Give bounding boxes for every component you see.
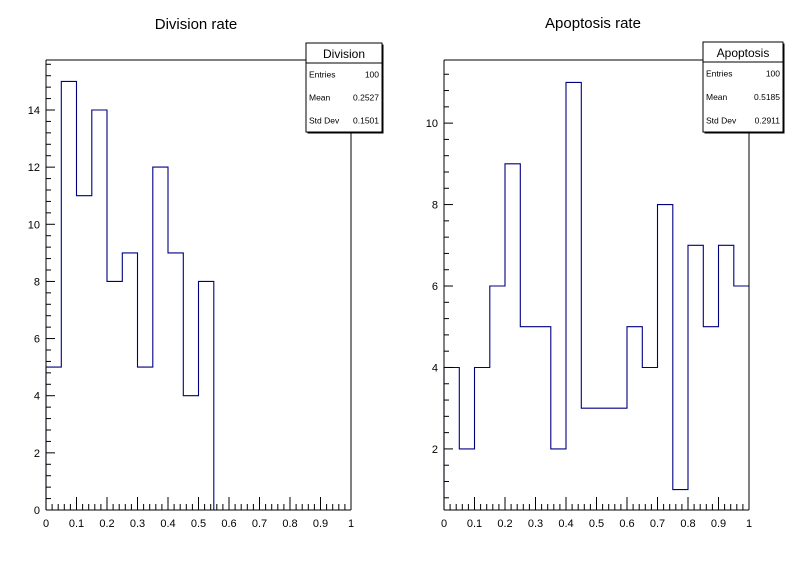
y-tick-label: 6 bbox=[34, 334, 40, 346]
x-tick-label: 1 bbox=[746, 518, 752, 530]
histogram-bin bbox=[551, 449, 566, 510]
histogram-bin bbox=[61, 81, 76, 510]
stats-row-label: Mean bbox=[309, 93, 331, 103]
x-tick-label: 0.7 bbox=[252, 518, 267, 530]
y-tick-label: 6 bbox=[432, 281, 438, 293]
y-tick-label: 4 bbox=[432, 362, 438, 374]
stats-row-value: 0.1501 bbox=[353, 116, 379, 126]
histogram-bin bbox=[490, 286, 505, 510]
x-tick-label: 0.4 bbox=[558, 518, 573, 530]
x-tick-label: 0.8 bbox=[680, 518, 695, 530]
y-tick-label: 0 bbox=[34, 505, 40, 517]
x-tick-label: 0.8 bbox=[282, 518, 297, 530]
x-tick-label: 0.9 bbox=[711, 518, 726, 530]
x-tick-label: 0.6 bbox=[221, 518, 236, 530]
x-tick-label: 1 bbox=[348, 518, 354, 530]
y-tick-label: 8 bbox=[432, 200, 438, 212]
x-tick-label: 0.4 bbox=[160, 518, 175, 530]
histogram-bin bbox=[703, 327, 718, 510]
histogram-bin bbox=[642, 367, 657, 510]
stats-row-value: 0.5185 bbox=[754, 92, 780, 102]
x-tick-label: 0.3 bbox=[528, 518, 543, 530]
y-tick-label: 8 bbox=[34, 276, 40, 288]
histogram-bin bbox=[107, 281, 122, 510]
histogram-bin bbox=[612, 408, 627, 510]
x-tick-label: 0.1 bbox=[467, 518, 482, 530]
histogram-bin bbox=[199, 281, 214, 510]
histogram-bin bbox=[505, 164, 520, 510]
stats-box bbox=[305, 42, 383, 133]
histogram-bin bbox=[627, 327, 642, 510]
histogram-bin bbox=[566, 82, 581, 510]
stats-row-label: Entries bbox=[309, 70, 335, 80]
x-tick-label: 0.5 bbox=[589, 518, 604, 530]
histogram-bin bbox=[597, 408, 612, 510]
x-tick-label: 0.7 bbox=[650, 518, 665, 530]
histogram-bin bbox=[77, 196, 92, 510]
stats-row-label: Mean bbox=[706, 92, 728, 102]
x-tick-label: 0.2 bbox=[497, 518, 512, 530]
histogram-bin bbox=[520, 327, 535, 510]
stats-row-value: 0.2527 bbox=[353, 93, 379, 103]
x-tick-label: 0.6 bbox=[619, 518, 634, 530]
stats-row-label: Std Dev bbox=[706, 115, 737, 125]
histogram-bin bbox=[153, 167, 168, 510]
histogram-bin bbox=[444, 367, 459, 510]
x-tick-label: 0.2 bbox=[99, 518, 114, 530]
chart-title: Division rate bbox=[155, 16, 238, 33]
histogram-bin bbox=[734, 286, 749, 510]
histogram-bin bbox=[459, 449, 474, 510]
stats-row-value: 0.2911 bbox=[755, 115, 781, 125]
histogram-bin bbox=[688, 245, 703, 510]
y-tick-label: 10 bbox=[426, 118, 438, 130]
histogram-bin bbox=[475, 367, 490, 510]
stats-row-label: Std Dev bbox=[309, 116, 340, 126]
y-tick-label: 2 bbox=[432, 444, 438, 456]
y-tick-label: 12 bbox=[28, 162, 40, 174]
stats-row-value: 100 bbox=[766, 69, 780, 79]
histogram-bin bbox=[183, 396, 198, 510]
x-tick-label: 0.9 bbox=[313, 518, 328, 530]
y-tick-label: 2 bbox=[34, 448, 40, 460]
histogram-bin bbox=[536, 327, 551, 510]
stats-box-title: Division bbox=[323, 47, 365, 61]
histogram-bin bbox=[122, 253, 137, 510]
chart-title: Apoptosis rate bbox=[545, 15, 641, 32]
stats-row-label: Entries bbox=[706, 69, 732, 79]
histogram-bin bbox=[581, 408, 596, 510]
x-tick-label: 0 bbox=[441, 518, 447, 530]
y-tick-label: 10 bbox=[28, 219, 40, 231]
x-tick-label: 0.1 bbox=[69, 518, 84, 530]
histogram-bin bbox=[658, 205, 673, 510]
histogram-bin bbox=[92, 110, 107, 510]
x-tick-label: 0.5 bbox=[191, 518, 206, 530]
stats-row-value: 100 bbox=[365, 70, 379, 80]
histogram-outline bbox=[443, 81, 749, 510]
y-tick-label: 14 bbox=[28, 105, 40, 117]
x-tick-label: 0 bbox=[43, 518, 49, 530]
stats-box bbox=[702, 41, 784, 133]
histogram-bin bbox=[168, 253, 183, 510]
histogram-bin bbox=[719, 245, 734, 510]
y-tick-label: 4 bbox=[34, 391, 40, 403]
stats-box-title: Apoptosis bbox=[717, 46, 770, 60]
histogram-outline bbox=[45, 80, 215, 510]
x-tick-label: 0.3 bbox=[130, 518, 145, 530]
histogram-bin bbox=[46, 367, 61, 510]
histogram-bin bbox=[138, 367, 153, 510]
histogram-bin bbox=[673, 490, 688, 510]
